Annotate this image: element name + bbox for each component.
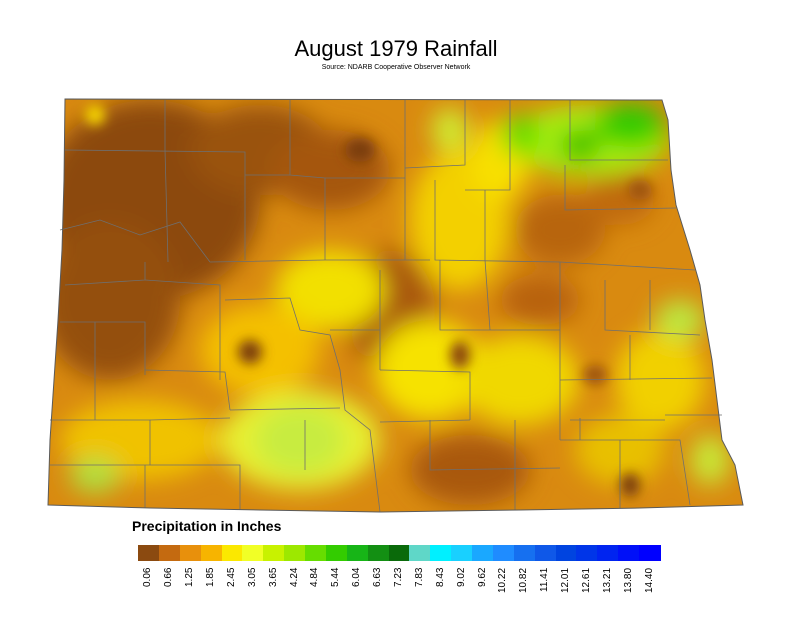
legend-title: Precipitation in Inches bbox=[132, 518, 282, 534]
legend-segment bbox=[555, 545, 578, 561]
legend-segment bbox=[639, 545, 661, 561]
legend-tick-label: 1.25 bbox=[184, 568, 196, 588]
legend-segment bbox=[263, 545, 285, 561]
state-outline bbox=[47, 98, 744, 513]
legend-segment bbox=[451, 545, 473, 561]
legend-tick-label: 14.40 bbox=[643, 568, 655, 594]
legend-tick-label: 12.01 bbox=[560, 568, 572, 594]
legend-segment bbox=[367, 545, 390, 561]
legend-segment bbox=[158, 545, 181, 561]
legend-tick-label: 0.06 bbox=[142, 568, 154, 588]
legend-tick-label: 6.04 bbox=[351, 568, 363, 588]
legend-segment bbox=[179, 545, 202, 561]
legend-segment bbox=[200, 545, 223, 561]
legend-segment bbox=[409, 545, 431, 561]
legend-segment bbox=[618, 545, 640, 561]
legend-segment bbox=[242, 545, 264, 561]
legend-tick-label: 4.24 bbox=[288, 568, 300, 588]
legend-segment bbox=[221, 545, 243, 561]
legend-tick-label: 4.84 bbox=[309, 568, 321, 588]
legend-tick-label: 10.22 bbox=[497, 568, 509, 594]
legend-segment bbox=[492, 545, 515, 561]
legend-tick-label: 9.02 bbox=[455, 568, 467, 588]
legend-tick-label: 2.45 bbox=[225, 568, 237, 588]
legend-tick-label: 11.41 bbox=[539, 568, 551, 593]
legend-tick-label: 3.65 bbox=[267, 568, 279, 588]
legend-tick-label: 12.61 bbox=[580, 568, 592, 594]
legend-segment bbox=[305, 545, 327, 561]
legend-segment bbox=[534, 545, 557, 561]
legend-tick-label: 5.44 bbox=[330, 568, 342, 588]
legend-tick-label: 1.85 bbox=[205, 568, 217, 588]
legend-color-bar bbox=[138, 545, 661, 561]
legend-tick-label: 9.62 bbox=[476, 568, 488, 588]
county-boundaries bbox=[50, 100, 722, 513]
precip-surface bbox=[48, 99, 743, 512]
legend-segment bbox=[388, 545, 411, 561]
legend-segment bbox=[325, 545, 348, 561]
legend-tick-label: 7.23 bbox=[393, 568, 404, 588]
map-title: August 1979 Rainfall bbox=[294, 36, 498, 61]
legend-segment bbox=[576, 545, 598, 561]
legend-tick-label: 3.05 bbox=[246, 568, 258, 588]
legend-segment bbox=[138, 545, 160, 561]
legend-segment bbox=[284, 545, 306, 561]
legend-tick-label: 13.21 bbox=[601, 568, 613, 594]
legend-segment bbox=[430, 545, 452, 561]
legend-tick-label: 13.80 bbox=[622, 568, 634, 594]
legend-segment bbox=[346, 545, 369, 561]
legend-tick-label: 6.63 bbox=[372, 568, 384, 588]
legend-tick-label: 0.66 bbox=[163, 568, 175, 588]
legend-tick-label: 7.83 bbox=[413, 568, 425, 588]
map-subtitle: Source: NDARB Cooperative Observer Netwo… bbox=[321, 64, 471, 71]
legend-segment bbox=[513, 545, 536, 561]
legend-segment bbox=[472, 545, 494, 561]
legend-tick-label: 10.82 bbox=[518, 568, 530, 594]
legend-tick-label: 8.43 bbox=[434, 568, 446, 588]
legend-segment bbox=[597, 545, 619, 561]
